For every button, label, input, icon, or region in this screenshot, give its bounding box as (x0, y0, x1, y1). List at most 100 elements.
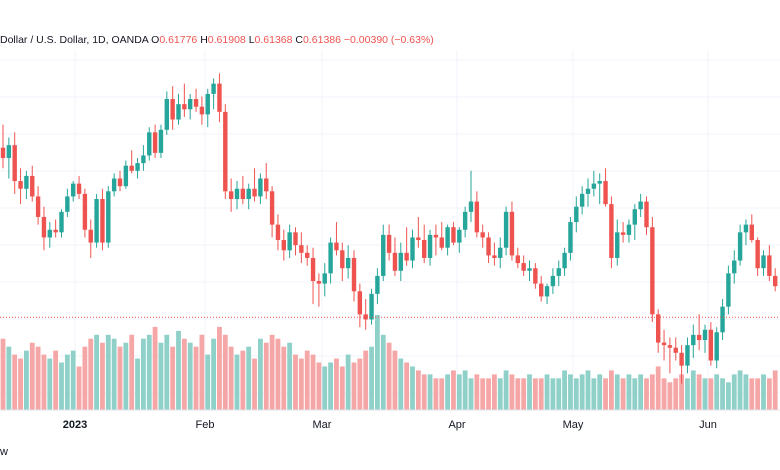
candle-body (451, 227, 456, 243)
volume-bar (702, 378, 708, 410)
candle-body (468, 201, 474, 212)
x-tick-label: 2023 (63, 419, 87, 431)
candle-body (568, 222, 573, 253)
candle-body (761, 255, 766, 269)
candle-body (182, 104, 187, 110)
volume-bar (474, 374, 480, 410)
volume-bar (679, 374, 684, 410)
candle-body (632, 209, 637, 225)
candle-body (322, 273, 327, 284)
volume-bar (363, 350, 369, 410)
volume-bar (392, 350, 398, 410)
candle-body (732, 260, 737, 274)
volume-bar (562, 370, 567, 410)
candle-body (223, 111, 228, 192)
candle-body (258, 178, 263, 197)
volume-bar (240, 350, 246, 410)
volume-bar (415, 370, 421, 410)
volume-bar (421, 374, 427, 410)
candle-body (492, 255, 497, 258)
volume-bar (427, 374, 433, 410)
volume-bar (275, 338, 281, 410)
candle-body (427, 234, 433, 258)
candle-body (369, 293, 374, 320)
open-label: O (151, 34, 160, 46)
candle-body (129, 165, 134, 171)
candle-body (749, 224, 754, 241)
candle-body (498, 247, 503, 258)
candle-body (480, 232, 485, 238)
candle-body (585, 188, 591, 194)
candle-body (176, 104, 181, 120)
x-tick-label: Feb (196, 419, 215, 431)
volume-bar (293, 354, 298, 410)
candle-body (422, 240, 427, 258)
candle-body (246, 188, 251, 199)
candle-body (234, 188, 240, 199)
volume-bar (532, 378, 538, 410)
volume-bar (591, 378, 597, 410)
candle-body (18, 181, 23, 189)
volume-bar (451, 370, 456, 410)
candle-body (363, 314, 368, 320)
candle-body (264, 178, 269, 192)
volume-bar (123, 342, 129, 410)
candle-body (579, 193, 585, 207)
candle-body (696, 334, 702, 340)
volume-bar (620, 378, 626, 410)
candle-body (123, 165, 129, 187)
candle-body (76, 183, 82, 194)
candle-body (106, 191, 111, 243)
volume-bar (252, 358, 257, 410)
candle-body (334, 242, 339, 251)
volume-bar (480, 378, 486, 410)
candle-body (667, 345, 673, 348)
candle-body (656, 314, 661, 343)
volume-bar (217, 326, 222, 410)
volume-bar (269, 334, 275, 410)
candle-body (679, 352, 684, 366)
candle-body (375, 275, 380, 294)
volume-bar (135, 358, 140, 410)
candle-body (6, 145, 12, 158)
candle-body (158, 129, 164, 153)
volume-bar (82, 346, 88, 410)
volume-bar (6, 346, 12, 410)
volume-bar (579, 374, 585, 410)
volume-bar (176, 330, 181, 410)
symbol-title: Dollar / U.S. Dollar, 1D, OANDA (0, 34, 149, 46)
candle-body (357, 291, 363, 315)
volume-bar (193, 346, 199, 410)
candle-body (398, 252, 403, 271)
candle-body (433, 234, 439, 238)
volume-bar (597, 374, 603, 410)
volume-bar (64, 354, 70, 410)
volume-bar (568, 374, 573, 410)
candle-body (24, 175, 29, 189)
candle-body (457, 229, 462, 243)
low-value: 0.61368 (254, 34, 293, 46)
candle-body (644, 201, 649, 228)
x-tick-label: Jun (699, 419, 717, 431)
volume-bar (222, 334, 228, 410)
candle-body (152, 132, 158, 153)
candle-body (691, 334, 696, 346)
volume-bar (18, 358, 23, 410)
volume-bar (29, 342, 35, 410)
candle-body (597, 181, 602, 184)
volume-bar (369, 346, 374, 410)
candle-body (544, 286, 550, 297)
high-label: H (200, 34, 208, 46)
volume-bar (673, 378, 679, 410)
candle-body (199, 106, 205, 115)
candle-body (240, 188, 246, 199)
volume-bar (263, 342, 269, 410)
volume-bar (205, 354, 211, 410)
candle-body (287, 232, 292, 251)
volume-bar (410, 366, 415, 410)
candle-body (65, 196, 70, 212)
volume-bar (462, 370, 468, 410)
volume-bar (556, 378, 562, 410)
x-tick-label: Mar (313, 419, 332, 431)
candle-body (661, 342, 667, 346)
